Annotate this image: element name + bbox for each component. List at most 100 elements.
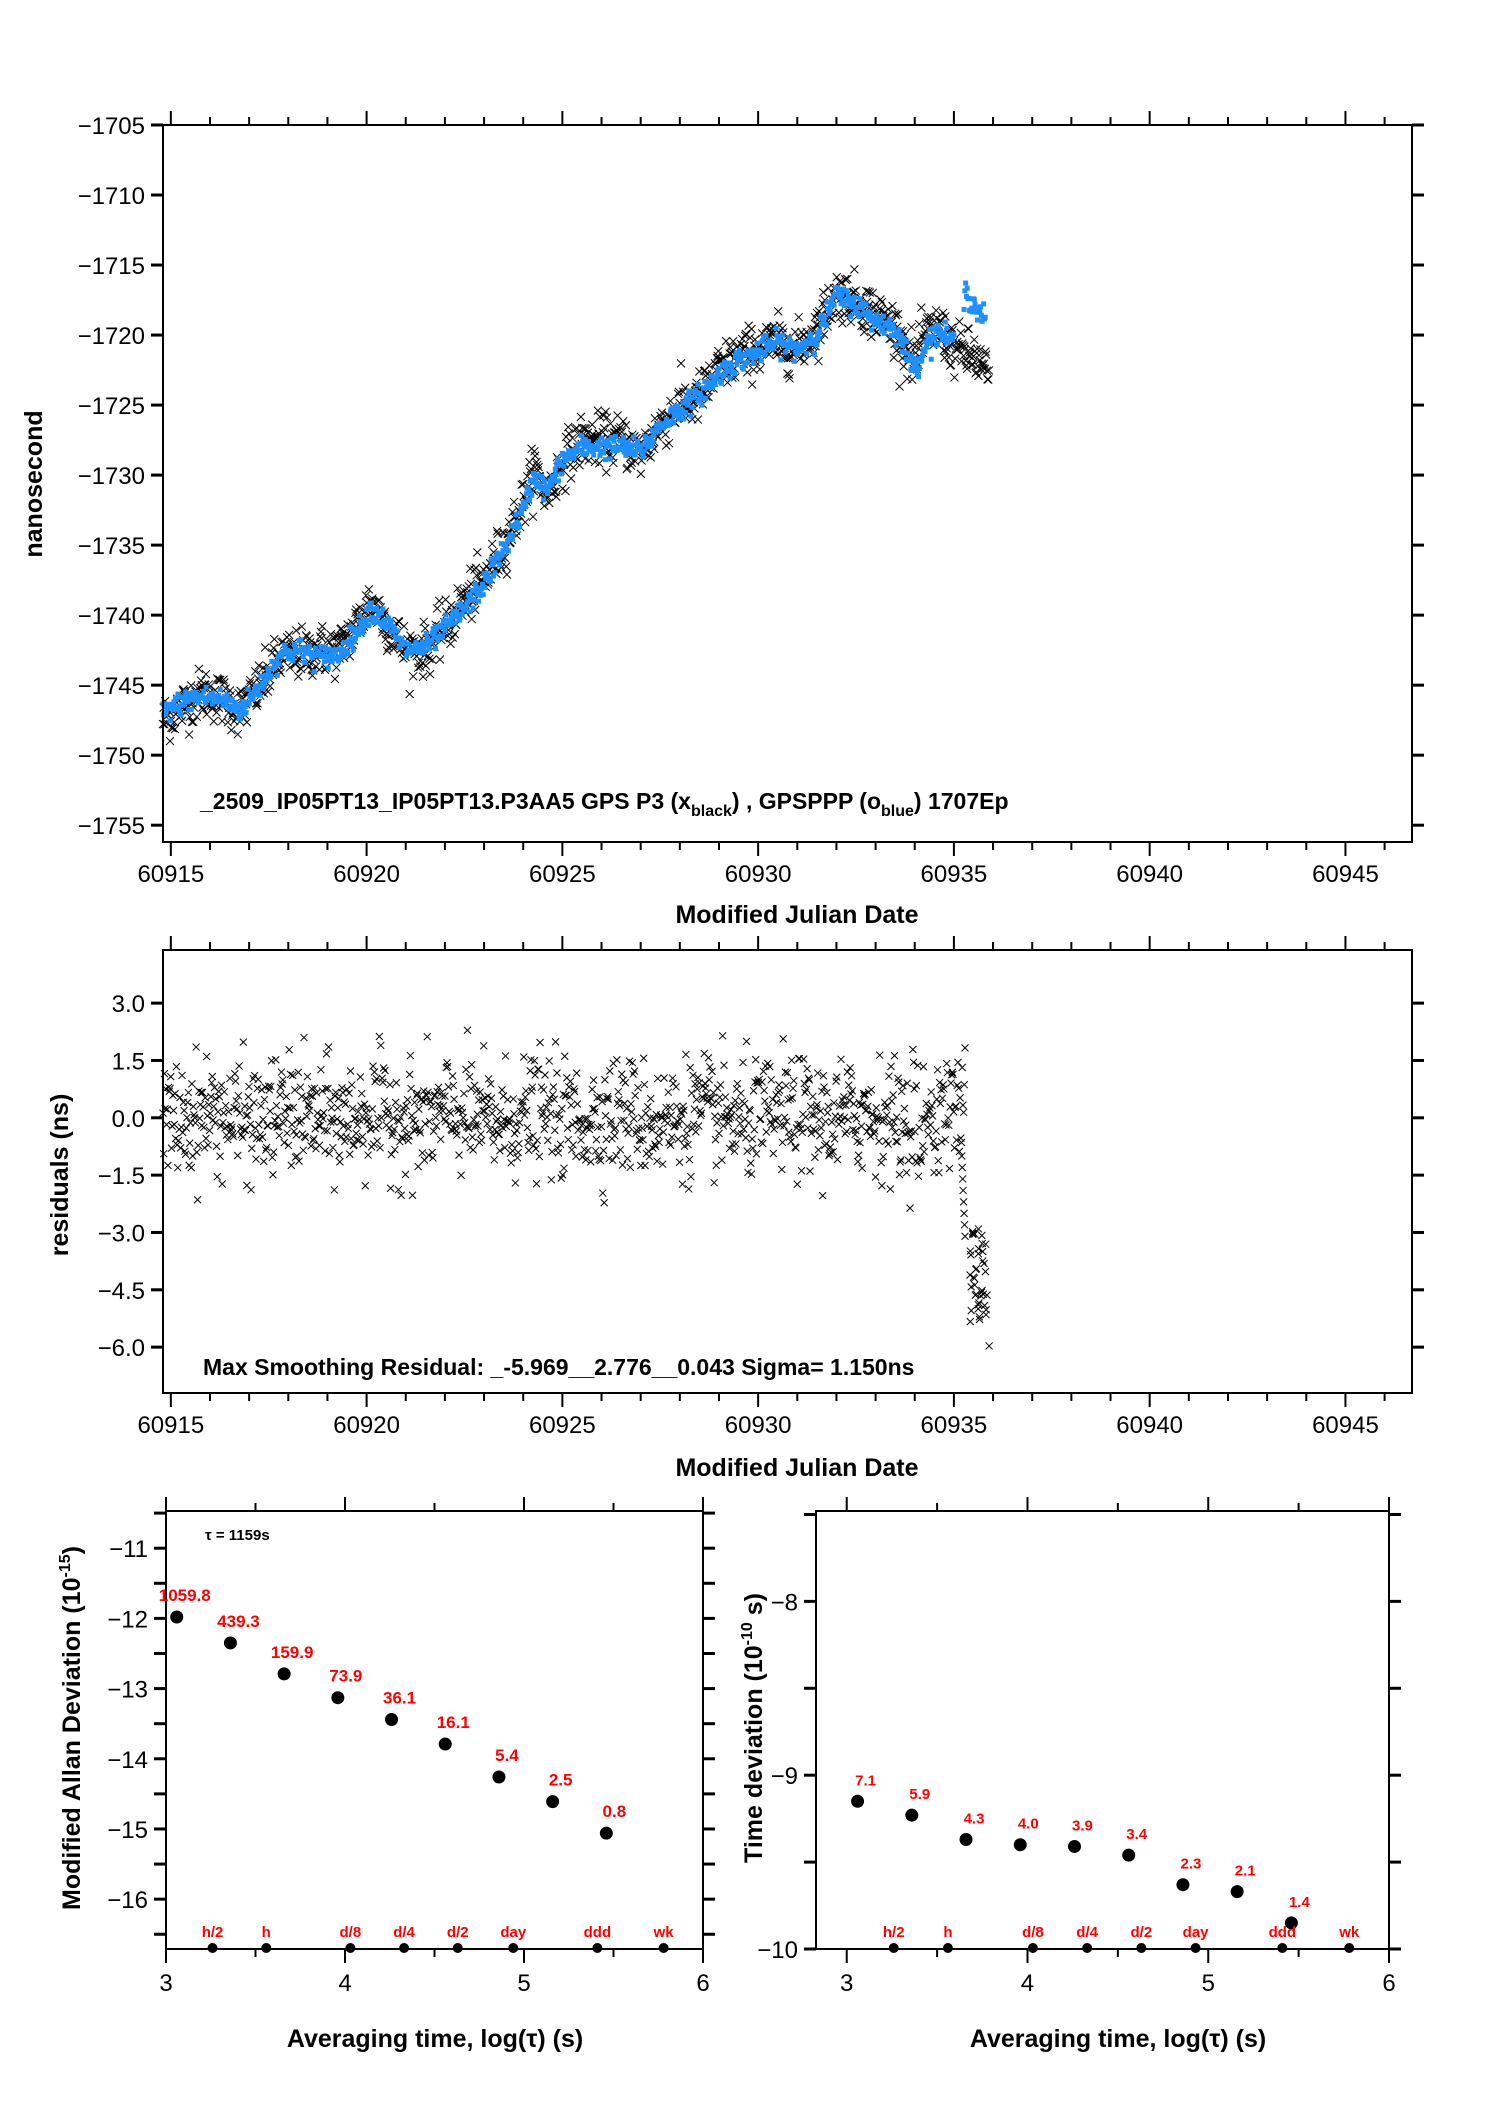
residual-point — [839, 1101, 847, 1109]
phase-point-gpsppp — [509, 536, 515, 542]
residual-point — [199, 1103, 208, 1111]
phase-point-gps-p3 — [581, 424, 591, 433]
phase-point-gpsppp — [346, 638, 352, 644]
phase-point-gpsppp — [374, 605, 380, 611]
residual-point — [980, 1301, 989, 1310]
phase-point-gpsppp — [355, 627, 361, 633]
y-tick-label: −11 — [109, 1536, 148, 1563]
residual-point — [401, 1170, 410, 1179]
residual-point — [639, 1054, 648, 1063]
residual-point — [507, 1158, 516, 1167]
phase-point-gpsppp — [923, 344, 929, 350]
phase-point-gps-p3 — [450, 629, 460, 639]
phase-point-gpsppp — [942, 332, 948, 338]
phase-point-gps-p3 — [890, 309, 900, 319]
phase-point-gpsppp — [235, 703, 241, 709]
phase-point-gpsppp — [794, 351, 800, 357]
residual-point — [972, 1264, 981, 1273]
residual-point — [768, 1095, 777, 1104]
residual-point — [289, 1103, 298, 1112]
phase-point-gpsppp — [480, 592, 486, 598]
phase-point-gps-p3 — [446, 639, 455, 649]
residual-point — [275, 1131, 284, 1140]
phase-point-gps-p3 — [188, 717, 198, 727]
residual-point — [327, 1103, 336, 1112]
residual-point — [769, 1149, 778, 1158]
residual-point — [262, 1143, 271, 1152]
phase-point-gps-p3 — [940, 353, 949, 363]
phase-point-gpsppp — [329, 659, 335, 665]
phase-point-gpsppp — [694, 390, 700, 396]
residual-point — [573, 1100, 582, 1108]
phase-point-gpsppp — [685, 402, 691, 408]
phase-point-gpsppp — [887, 326, 893, 332]
phase-point-gpsppp — [526, 497, 532, 503]
residual-point — [567, 1101, 575, 1110]
phase-point-gpsppp — [484, 570, 490, 576]
phase-point-gps-p3 — [814, 356, 823, 366]
phase-point-gpsppp — [301, 644, 307, 650]
phase-point-gpsppp — [433, 646, 439, 652]
residual-point — [212, 1142, 221, 1151]
phase-point-gpsppp — [871, 314, 877, 320]
phase-point-gpsppp — [338, 655, 344, 661]
phase-point-gpsppp — [265, 666, 271, 672]
residual-point — [804, 1124, 812, 1132]
phase-point-gpsppp — [180, 694, 186, 700]
residual-point — [567, 1145, 576, 1154]
y-tick-label: −1715 — [78, 253, 145, 280]
x-tick-label: 6 — [696, 1970, 709, 1997]
phase-point-gpsppp — [683, 396, 689, 402]
phase-point-gps-p3 — [714, 346, 723, 356]
residual-point — [978, 1247, 987, 1256]
residual-point — [901, 1129, 909, 1138]
phase-point-gps-p3 — [467, 614, 477, 624]
residual-point — [431, 1113, 440, 1122]
residual-point — [734, 1113, 743, 1121]
residual-point — [644, 1102, 652, 1111]
deviation-point-label: 159.9 — [271, 1643, 314, 1662]
deviation-point — [959, 1833, 973, 1846]
residual-point — [405, 1070, 414, 1079]
phase-point-gpsppp — [163, 710, 169, 716]
phase-point-gpsppp — [184, 694, 190, 700]
phase-point-gpsppp — [712, 381, 718, 387]
residual-point — [574, 1126, 582, 1135]
residual-point — [899, 1081, 907, 1090]
phase-point-gpsppp — [940, 336, 946, 342]
residual-point — [515, 1118, 524, 1127]
phase-point-gps-p3 — [876, 295, 885, 304]
residual-point — [534, 1065, 543, 1074]
residual-point — [614, 1087, 623, 1096]
averaging-time-marker — [452, 1943, 463, 1953]
residual-point — [174, 1136, 183, 1145]
phase-point-gpsppp — [859, 304, 865, 310]
phase-point-gps-p3 — [964, 324, 973, 334]
residual-point — [438, 1092, 446, 1100]
residual-point — [694, 1122, 703, 1130]
phase-point-gps-p3 — [859, 327, 869, 337]
deviation-point — [546, 1795, 560, 1809]
residual-point — [892, 1113, 901, 1122]
phase-point-gpsppp — [829, 297, 835, 303]
residual-point — [608, 1156, 617, 1165]
residual-point — [189, 1102, 198, 1111]
phase-point-gpsppp — [831, 302, 837, 308]
phase-point-gpsppp — [578, 433, 584, 439]
phase-point-gpsppp — [324, 653, 330, 659]
phase-point-gpsppp — [555, 456, 561, 462]
residual-point — [474, 1096, 483, 1104]
residual-point — [577, 1136, 585, 1144]
phase-point-gps-p3 — [544, 498, 554, 508]
y-tick-label: −3.0 — [98, 1220, 145, 1247]
residual-point — [891, 1128, 900, 1137]
phase-point-gpsppp — [256, 684, 262, 690]
residual-point — [729, 1127, 738, 1136]
residual-point — [304, 1100, 313, 1108]
residual-point — [306, 1091, 315, 1100]
phase-point-gpsppp — [925, 336, 931, 342]
residual-point — [588, 1085, 597, 1094]
residual-point — [253, 1084, 262, 1093]
phase-point-gpsppp — [261, 681, 267, 687]
